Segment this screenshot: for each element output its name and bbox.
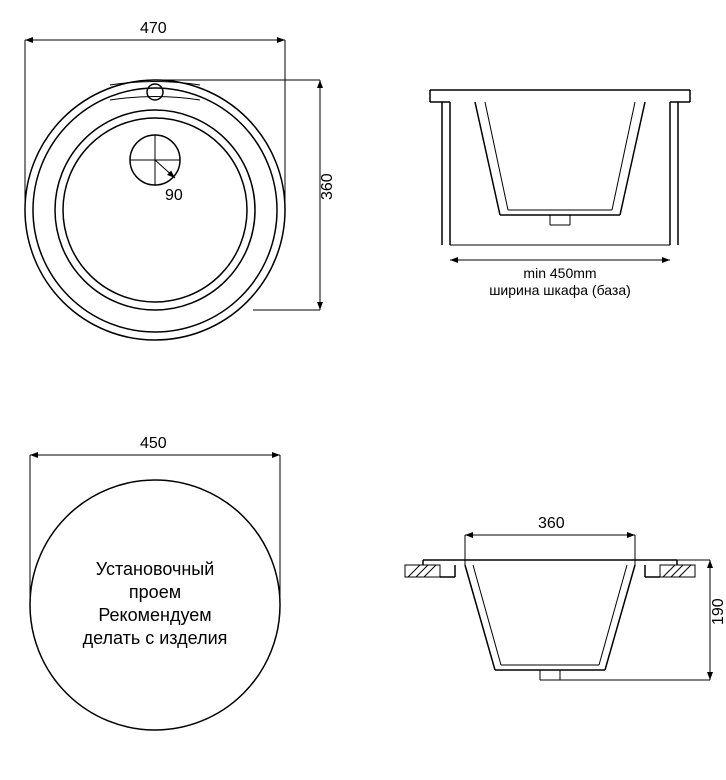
dim-190-label: 190 (710, 598, 726, 625)
cutout-text-4: делать с изделия (83, 628, 228, 648)
dim-90-label: 90 (165, 187, 183, 204)
dim-360-label: 360 (319, 173, 336, 200)
drawing-canvas: 470 360 90 (0, 0, 726, 780)
top-section-label1: min 450mm (523, 265, 596, 281)
cutout-text-2: проем (129, 582, 181, 602)
dim-360b-label: 360 (538, 515, 565, 532)
top-section-label2: ширина шкафа (база) (489, 282, 631, 298)
top-section-view: min 450mm ширина шкафа (база) (430, 90, 690, 298)
bottom-section-view: 360 190 (405, 515, 726, 680)
bottom-circle-view: 450 Установочный проем Рекомендуем делат… (30, 435, 280, 730)
dim-450-label: 450 (140, 435, 167, 452)
cutout-text-1: Установочный (96, 559, 215, 579)
dim-470-label: 470 (140, 20, 167, 37)
top-plan-view: 470 360 90 (25, 20, 336, 340)
cutout-text-3: Рекомендуем (98, 605, 211, 625)
